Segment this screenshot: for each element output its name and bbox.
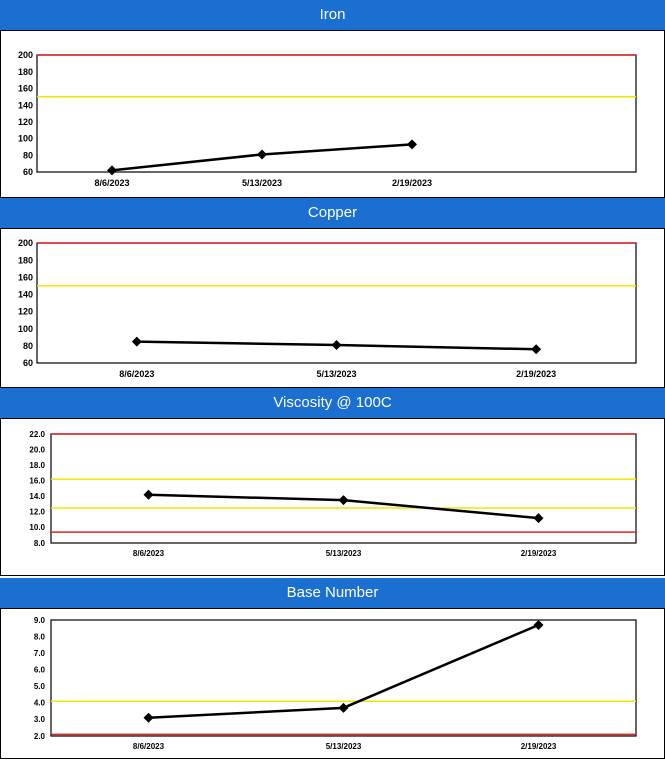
data-point bbox=[107, 165, 117, 176]
y-tick-label: 80 bbox=[23, 150, 33, 160]
data-point bbox=[143, 712, 154, 723]
x-tick-label: 8/6/2023 bbox=[119, 369, 154, 379]
x-tick-label: 5/13/2023 bbox=[242, 178, 282, 188]
y-tick-label: 3.0 bbox=[34, 715, 46, 724]
chart-body: 200 180 160 140 120 100 80 60 8/6/2023 5/13/2023 2… bbox=[0, 228, 665, 388]
x-tick-label: 5/13/2023 bbox=[316, 369, 356, 379]
plot-area bbox=[50, 433, 637, 544]
x-tick-label: 8/6/2023 bbox=[133, 742, 165, 751]
chart-title: Iron bbox=[0, 0, 665, 31]
x-tick-label: 8/6/2023 bbox=[133, 549, 165, 558]
y-tick-label: 9.0 bbox=[34, 616, 46, 625]
y-tick-label: 8.0 bbox=[34, 539, 46, 548]
chart-title: Viscosity @ 100C bbox=[0, 388, 665, 419]
chart-panel-viscosity: Viscosity @ 100C 22.0 20.0 18.0 16.0 14.0 12.… bbox=[0, 388, 665, 576]
y-tick-label: 200 bbox=[18, 50, 33, 60]
y-tick-label: 100 bbox=[18, 324, 33, 334]
chart-body: 9.0 8.0 7.0 6.0 5.0 4.0 3.0 2.0 8/6/2023 5/13/202… bbox=[0, 608, 665, 759]
y-tick-label: 140 bbox=[18, 100, 33, 110]
plot-area bbox=[50, 619, 637, 737]
y-tick-label: 100 bbox=[18, 134, 33, 144]
x-tick-label: 2/19/2023 bbox=[521, 742, 557, 751]
chart-iron: 200 180 160 140 120 100 80 60 8/6/2023 5/13/2023 2… bbox=[18, 50, 637, 188]
x-tick-label: 2/19/2023 bbox=[516, 369, 556, 379]
data-point bbox=[338, 495, 349, 506]
data-point bbox=[331, 340, 342, 350]
y-tick-label: 180 bbox=[18, 67, 33, 77]
chart-body: 200 180 160 140 120 100 80 60 8/6/2023 5/13/2023 2… bbox=[0, 30, 665, 198]
y-tick-label: 140 bbox=[18, 290, 33, 300]
chart-copper: 200 180 160 140 120 100 80 60 8/6/2023 5/13/2023 2… bbox=[18, 238, 637, 379]
y-tick-label: 120 bbox=[18, 117, 33, 127]
data-point bbox=[338, 702, 349, 713]
chart-panel-copper: Copper 200 180 160 140 120 100 80 60 8/6/2023 5/1… bbox=[0, 198, 665, 388]
data-point bbox=[533, 513, 544, 524]
y-tick-label: 180 bbox=[18, 255, 33, 265]
data-point bbox=[131, 336, 142, 347]
x-tick-label: 8/6/2023 bbox=[94, 178, 129, 188]
chart-panel-iron: Iron 200 180 160 140 120 100 80 60 8/6/2023 5/13/… bbox=[0, 0, 665, 198]
chart-body: 22.0 20.0 18.0 16.0 14.0 12.0 10.0 8.0 8/6/2023 5… bbox=[0, 418, 665, 576]
y-tick-label: 18.0 bbox=[29, 461, 45, 470]
data-point bbox=[257, 149, 267, 160]
y-tick-label: 200 bbox=[18, 238, 33, 248]
y-tick-label: 160 bbox=[18, 272, 33, 282]
y-tick-label: 6.0 bbox=[34, 666, 46, 675]
y-tick-label: 7.0 bbox=[34, 649, 46, 658]
y-tick-label: 8.0 bbox=[34, 632, 46, 641]
chart-viscosity: 22.0 20.0 18.0 16.0 14.0 12.0 10.0 8.0 8/6/2023 5… bbox=[29, 430, 637, 558]
y-tick-label: 5.0 bbox=[34, 682, 46, 691]
y-tick-label: 14.0 bbox=[29, 492, 45, 501]
x-tick-label: 2/19/2023 bbox=[521, 549, 557, 558]
y-tick-label: 160 bbox=[18, 84, 33, 94]
y-tick-label: 16.0 bbox=[29, 477, 45, 486]
x-tick-label: 5/13/2023 bbox=[326, 549, 362, 558]
y-tick-label: 22.0 bbox=[29, 430, 45, 439]
y-tick-label: 12.0 bbox=[29, 508, 45, 517]
y-tick-label: 120 bbox=[18, 307, 33, 317]
x-tick-label: 2/19/2023 bbox=[392, 178, 432, 188]
y-tick-label: 2.0 bbox=[34, 732, 46, 741]
chart-title: Copper bbox=[0, 198, 665, 229]
plot-area bbox=[36, 54, 637, 173]
data-point bbox=[143, 489, 154, 500]
y-tick-label: 80 bbox=[23, 341, 33, 351]
y-tick-label: 20.0 bbox=[29, 445, 45, 454]
chart-base-number: 9.0 8.0 7.0 6.0 5.0 4.0 3.0 2.0 8/6/2023 5/13/202… bbox=[34, 616, 637, 751]
data-point bbox=[531, 344, 542, 355]
data-point bbox=[533, 619, 544, 630]
y-tick-label: 10.0 bbox=[29, 523, 45, 532]
chart-panel-base-number: Base Number 9.0 8.0 7.0 6.0 5.0 4.0 3.0 2.0 8/6/… bbox=[0, 578, 665, 761]
y-tick-label: 4.0 bbox=[34, 699, 46, 708]
chart-title: Base Number bbox=[0, 578, 665, 609]
y-tick-label: 60 bbox=[23, 358, 33, 368]
x-tick-label: 5/13/2023 bbox=[326, 742, 362, 751]
data-point bbox=[407, 139, 417, 150]
y-tick-label: 60 bbox=[23, 167, 33, 177]
